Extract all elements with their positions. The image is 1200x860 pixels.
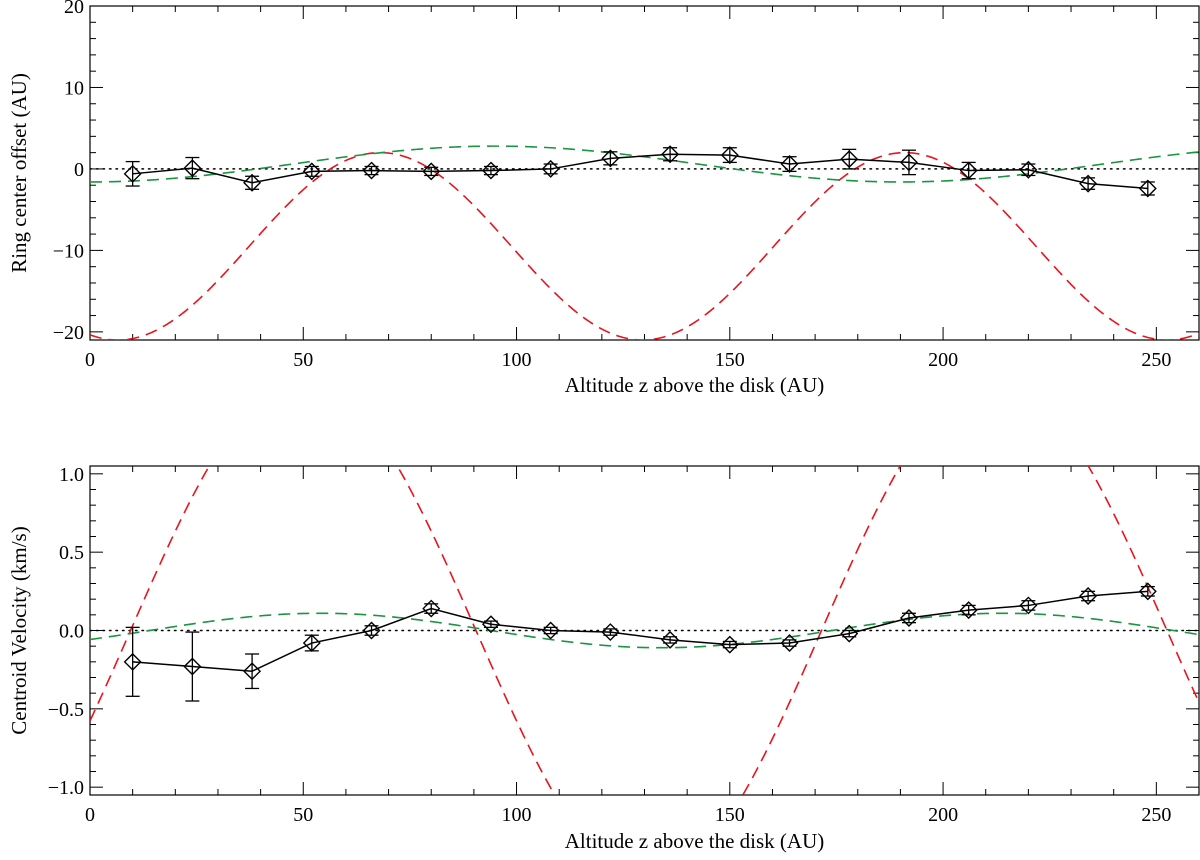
data-point-marker (422, 599, 441, 618)
y-axis-label: Ring center offset (AU) (7, 73, 31, 273)
data-point-marker (481, 615, 500, 634)
y-tick-label: −0.5 (48, 699, 84, 721)
x-axis-label: Altitude z above the disk (AU) (565, 829, 825, 853)
data-point-marker (1079, 587, 1098, 606)
x-tick-label: 50 (293, 804, 313, 826)
data-point-marker (183, 657, 202, 676)
data-point-marker (1138, 179, 1157, 198)
green-model-curve (90, 612, 1199, 649)
data-point-marker (959, 601, 978, 620)
data-line (132, 590, 1148, 672)
x-tick-label: 100 (502, 804, 532, 826)
data-point-marker (123, 164, 142, 183)
data-point-marker (1138, 582, 1157, 601)
x-tick-label: 0 (85, 349, 95, 371)
x-axis-label: Altitude z above the disk (AU) (565, 373, 825, 397)
data-point-marker (541, 159, 560, 178)
x-tick-label: 150 (715, 804, 745, 826)
data-point-marker (1019, 596, 1038, 615)
y-tick-label: 0 (74, 159, 84, 181)
data-point-marker (720, 146, 739, 165)
data-point-marker (661, 145, 680, 164)
y-tick-label: 0.0 (59, 621, 84, 643)
red-model-curve (90, 151, 1199, 340)
data-point-marker (362, 621, 381, 640)
data-line (132, 153, 1148, 190)
data-point-marker (541, 621, 560, 640)
plot-area (90, 145, 1199, 340)
x-tick-label: 100 (502, 349, 532, 371)
y-tick-label: 1.0 (59, 464, 84, 486)
y-tick-label: 20 (64, 0, 84, 18)
data-point-marker (720, 635, 739, 654)
y-tick-label: −1.0 (48, 777, 84, 799)
y-tick-label: −10 (53, 240, 84, 262)
data-point-marker (243, 662, 262, 681)
green-model-curve (90, 145, 1199, 183)
red-model-curve (90, 466, 1199, 795)
y-axis-label: Centroid Velocity (km/s) (7, 526, 31, 734)
data-point-marker (422, 162, 441, 181)
y-tick-label: 10 (64, 77, 84, 99)
x-tick-label: 50 (293, 349, 313, 371)
x-tick-label: 250 (1141, 349, 1171, 371)
data-point-marker (601, 623, 620, 642)
plot-area (90, 466, 1199, 795)
data-point-marker (959, 161, 978, 180)
data-point-marker (899, 153, 918, 172)
data-point-marker (1019, 160, 1038, 179)
data-point-marker (840, 624, 859, 643)
data-point-marker (362, 161, 381, 180)
x-tick-label: 200 (928, 804, 958, 826)
data-point-marker (601, 149, 620, 168)
data-point-marker (302, 634, 321, 653)
x-tick-label: 150 (715, 349, 745, 371)
top-panel: 0 50 100 150 200 250 −20 −10 0 10 20 Altitude z abo… (7, 0, 1200, 397)
data-point-marker (123, 652, 142, 671)
x-tick-label: 250 (1141, 804, 1171, 826)
data-point-marker (183, 159, 202, 178)
data-point-marker (1079, 174, 1098, 193)
data-point-marker (840, 150, 859, 169)
y-tick-label: −20 (53, 322, 84, 344)
data-point-marker (481, 161, 500, 180)
data-point-marker (780, 634, 799, 653)
data-point-marker (899, 608, 918, 627)
data-point-marker (243, 173, 262, 192)
bottom-panel: 0 50 100 150 200 250 −1.0 −0.5 0.0 0.5 1.0 Altitude… (7, 464, 1200, 853)
x-tick-label: 200 (928, 349, 958, 371)
data-point-marker (780, 155, 799, 174)
x-tick-label: 0 (85, 804, 95, 826)
y-tick-label: 0.5 (59, 542, 84, 564)
data-point-marker (302, 162, 321, 181)
data-point-marker (661, 630, 680, 649)
